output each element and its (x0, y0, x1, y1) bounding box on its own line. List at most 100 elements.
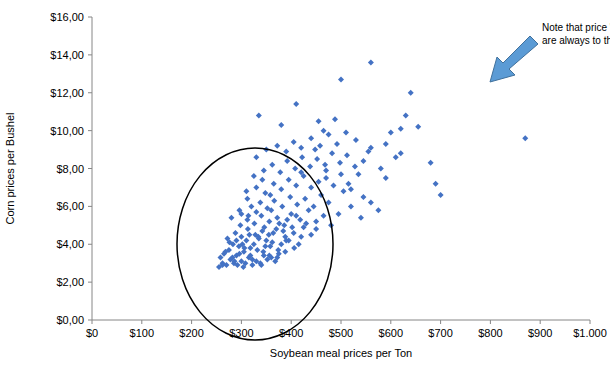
point (231, 258, 237, 264)
point (438, 192, 444, 198)
point (279, 203, 285, 209)
tick-mark (141, 320, 142, 324)
point (237, 222, 243, 228)
point (344, 152, 350, 158)
tick-mark (191, 320, 192, 324)
point (240, 264, 246, 270)
point (298, 145, 304, 151)
point (269, 162, 275, 168)
point (368, 59, 374, 65)
point (262, 190, 268, 196)
point (260, 249, 266, 255)
point (238, 234, 244, 240)
point (332, 116, 338, 122)
point (276, 220, 282, 226)
point (336, 211, 342, 217)
point (415, 124, 421, 130)
point (261, 167, 267, 173)
tick-label: $300 (229, 327, 253, 339)
point (244, 196, 250, 202)
point (316, 118, 322, 124)
point (283, 237, 289, 243)
tick-label: $14,00 (50, 49, 84, 61)
point (270, 230, 276, 236)
point (282, 249, 288, 255)
tick-mark (88, 17, 92, 18)
point (259, 177, 265, 183)
point (236, 251, 242, 257)
tick-label: $12,00 (50, 87, 84, 99)
point (277, 169, 283, 175)
tick-label: $600 (379, 327, 403, 339)
tick-mark (88, 54, 92, 55)
point (329, 150, 335, 156)
point (239, 241, 245, 247)
tick-mark (540, 320, 541, 324)
tick-mark (291, 320, 292, 324)
point (293, 101, 299, 107)
point (278, 186, 284, 192)
point (338, 76, 344, 82)
tick-mark (341, 320, 342, 324)
point (378, 166, 384, 172)
point (340, 188, 346, 194)
tick-label: $6,00 (56, 200, 84, 212)
point (267, 243, 273, 249)
point (403, 112, 409, 118)
annotation: Note that price "Break Outs" (542, 22, 610, 33)
point (258, 213, 264, 219)
point (348, 203, 354, 209)
point (251, 220, 257, 226)
point (249, 262, 255, 268)
point (308, 184, 314, 190)
point (268, 207, 274, 213)
highlight-ellipse (177, 148, 333, 340)
point (338, 171, 344, 177)
point (337, 160, 343, 166)
point (313, 226, 319, 232)
point (353, 137, 359, 143)
point (217, 255, 223, 261)
point (266, 219, 272, 225)
point (408, 90, 414, 96)
point (219, 262, 225, 268)
x-axis (92, 320, 590, 321)
point (298, 234, 304, 240)
points (216, 59, 528, 270)
point (352, 164, 358, 170)
point (322, 162, 328, 168)
y-axis (92, 17, 93, 320)
point (334, 141, 340, 147)
point (283, 148, 289, 154)
tick-mark (88, 130, 92, 131)
point (288, 211, 294, 217)
point (308, 232, 314, 238)
tick-mark (590, 320, 591, 324)
tick-label: $700 (428, 327, 452, 339)
point (238, 211, 244, 217)
point (298, 169, 304, 175)
point (226, 239, 232, 245)
point (313, 219, 319, 225)
point (383, 175, 389, 181)
point (228, 215, 234, 221)
point (232, 230, 238, 236)
point (245, 213, 251, 219)
point (278, 241, 284, 247)
point (293, 213, 299, 219)
point (299, 154, 305, 160)
chart: $0,00$2,00$4,00$6,00$8,00$10,00$12,00$14… (0, 0, 610, 365)
point (233, 237, 239, 243)
point (274, 255, 280, 261)
point (331, 183, 337, 189)
tick-label: $500 (329, 327, 353, 339)
point (256, 112, 262, 118)
tick-label: $0 (86, 327, 98, 339)
point (360, 194, 366, 200)
point (398, 126, 404, 132)
point (368, 200, 374, 206)
point (293, 183, 299, 189)
tick-label: $900 (528, 327, 552, 339)
tick-label: $4,00 (56, 238, 84, 250)
point (284, 158, 290, 164)
